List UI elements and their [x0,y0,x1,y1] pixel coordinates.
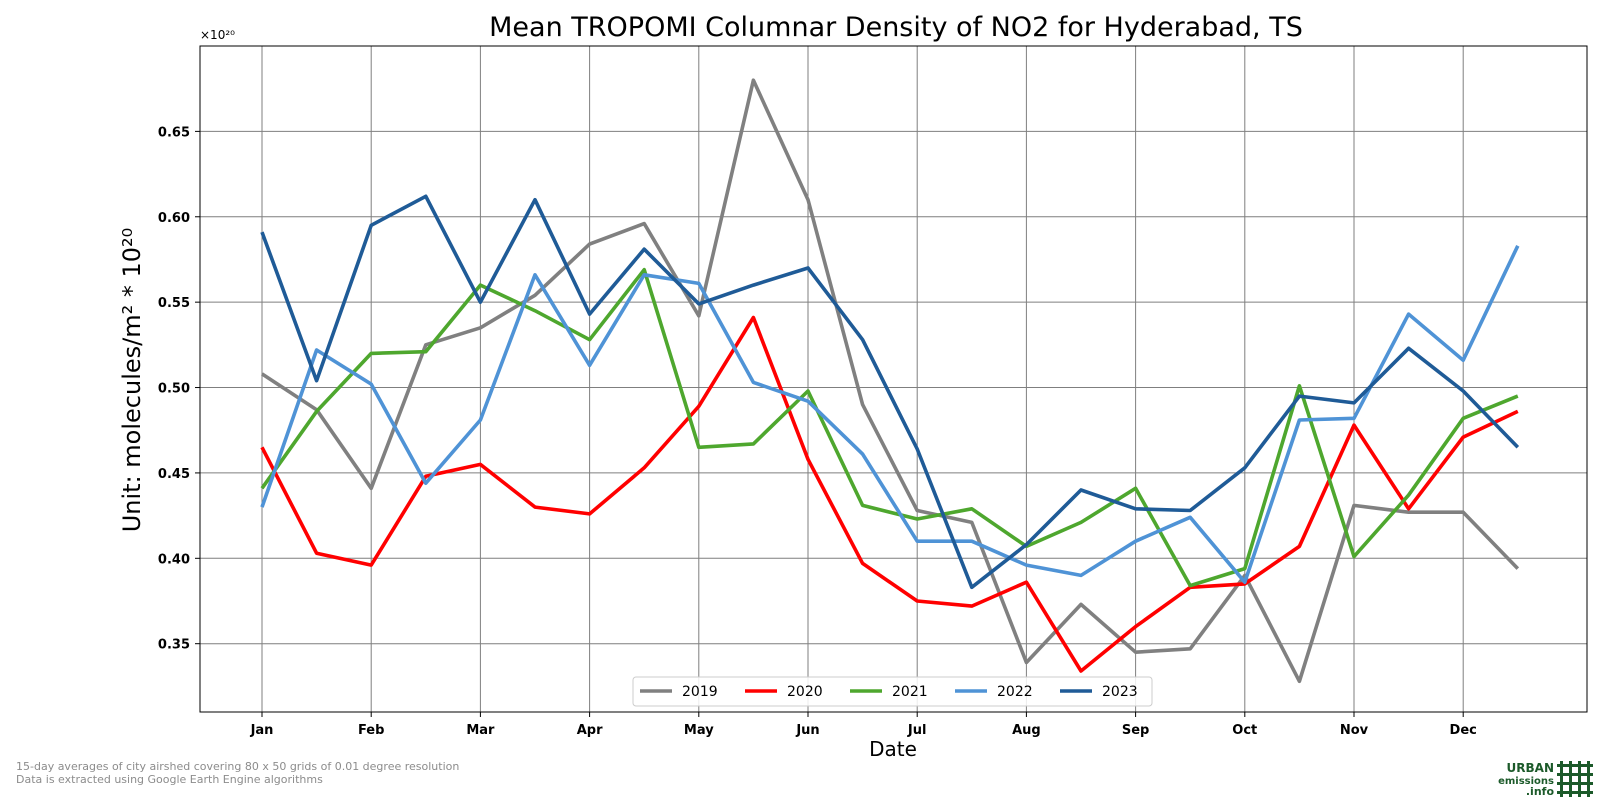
logo-grid-bar [1557,773,1593,776]
y-tick-label: 0.40 [158,552,190,567]
x-tick-label: Sep [1122,723,1150,738]
y-tick-label: 0.55 [158,296,190,311]
y-tick-label: 0.45 [158,467,190,482]
series-line-2022 [260,245,1520,585]
legend-label-2020: 2020 [787,684,823,700]
logo-text-emissions: emissions [1498,776,1554,787]
logo-grid-bar [1557,791,1593,794]
plot-area [199,45,1588,713]
x-axis-ticks: Jan Feb Mar Apr May Jun Jul Aug Sep Oct Nov Dec [250,712,1477,738]
logo-grid-bar [1569,761,1572,797]
logo-text-urban: URBAN [1507,761,1554,775]
series-line-2023 [260,194,1520,590]
logo-grid-bar [1557,764,1593,767]
logo-text-info: .info [1526,785,1555,798]
logo-grid-bar [1560,761,1563,797]
axis-scale-note: ×10²⁰ [200,28,235,42]
logo-grid-bar [1557,782,1593,785]
urban-emissions-logo: URBAN emissions .info [1498,761,1593,798]
series-line-2020 [260,315,1519,673]
legend-label-2021: 2021 [892,684,928,700]
x-tick-label: Aug [1012,723,1041,738]
y-tick-label: 0.35 [158,638,190,653]
y-tick-label: 0.65 [158,125,190,140]
x-tick-label: May [684,723,714,738]
legend-label-2022: 2022 [997,684,1033,700]
legend-label-2023: 2023 [1102,684,1138,700]
series-lines [260,78,1520,684]
x-tick-label: Feb [358,723,384,738]
x-tick-label: Nov [1340,723,1369,738]
x-axis-label: Date [869,737,917,761]
x-tick-label: Oct [1232,723,1257,738]
x-tick-label: Apr [577,723,603,738]
y-axis-label: Unit: molecules/m² * 10²⁰ [118,228,146,533]
x-tick-label: Jul [907,723,927,738]
logo-grid-bar [1578,761,1581,797]
y-tick-label: 0.60 [158,211,190,226]
legend-box [632,676,1153,707]
series-line-2019 [261,78,1520,684]
logo-grid-mark [1557,761,1593,797]
y-axis-ticks: 0.35 0.40 0.45 0.50 0.55 0.60 0.65 [158,125,200,653]
footnote-source: Data is extracted using Google Earth Eng… [16,773,323,786]
series-line-2021 [260,267,1519,588]
x-tick-label: Jun [795,723,819,738]
logo-grid-bar [1587,761,1590,797]
y-tick-label: 0.50 [158,382,190,397]
x-tick-label: Dec [1450,723,1477,738]
legend-label-2019: 2019 [682,684,718,700]
x-tick-label: Mar [466,723,495,738]
chart-title: Mean TROPOMI Columnar Density of NO2 for… [489,12,1303,43]
chart-legend: 2019 2020 2021 2022 2023 [632,676,1153,707]
footnote-resolution: 15-day averages of city airshed covering… [16,760,460,773]
x-tick-label: Jan [250,723,274,738]
